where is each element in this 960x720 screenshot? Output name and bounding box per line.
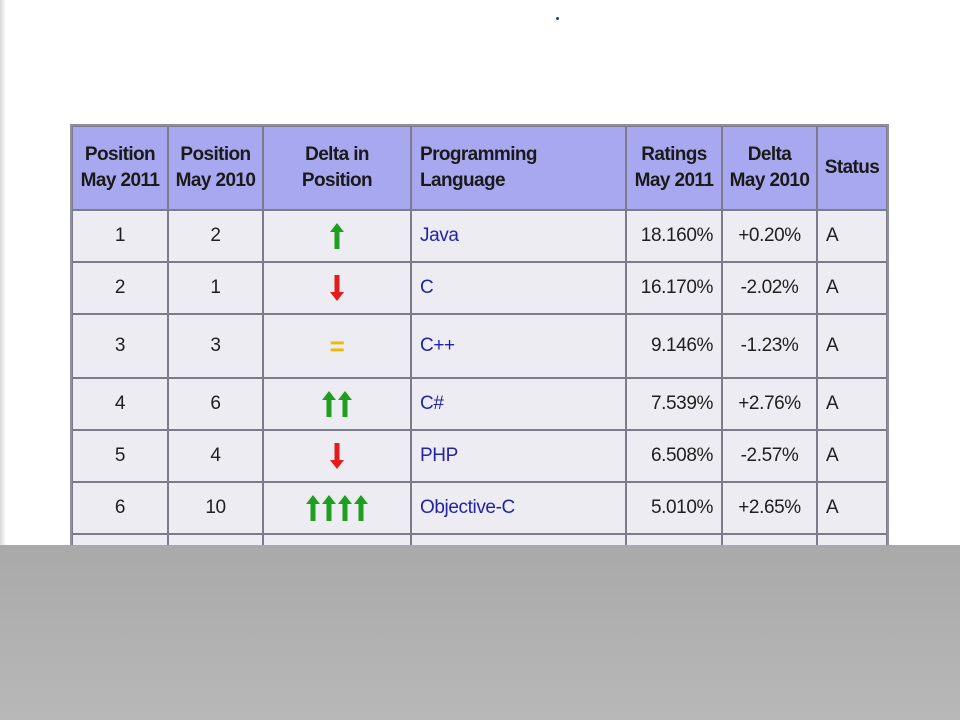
cell-position-2011: 2: [72, 262, 168, 314]
gray-overlay: [0, 545, 960, 720]
cell-language: PHP: [411, 430, 626, 482]
cell-rating: 16.170%: [626, 262, 722, 314]
table-row: 5 4 PHP 6.508% -2.57% A: [72, 430, 887, 482]
cell-delta-position: [263, 262, 411, 314]
header-ratings: Ratings May 2011: [626, 126, 722, 210]
arrow-up-icon: [330, 223, 344, 249]
table-row: 2 1 C 16.170% -2.02% A: [72, 262, 887, 314]
cell-rating: 18.160%: [626, 210, 722, 262]
header-position-2011: Position May 2011: [72, 126, 168, 210]
arrow-up-icon: [338, 495, 352, 521]
cell-delta: +2.76%: [722, 378, 817, 430]
arrow-up-icon: [338, 391, 352, 417]
cell-status: A: [817, 210, 887, 262]
header-delta-position: Delta in Position: [263, 126, 411, 210]
cell-position-2010: 6: [168, 378, 263, 430]
cell-rating: 9.146%: [626, 314, 722, 378]
cell-delta-position: [263, 210, 411, 262]
cell-status: A: [817, 430, 887, 482]
cell-position-2011: 4: [72, 378, 168, 430]
cell-delta: +2.65%: [722, 482, 817, 534]
cell-status: A: [817, 378, 887, 430]
cell-delta: -2.57%: [722, 430, 817, 482]
cell-position-2010: 3: [168, 314, 263, 378]
cell-delta: +0.20%: [722, 210, 817, 262]
ranking-table: Position May 2011 Position May 2010 Delta …: [70, 124, 889, 576]
cell-rating: 6.508%: [626, 430, 722, 482]
cell-position-2011: 6: [72, 482, 168, 534]
cell-position-2010: 2: [168, 210, 263, 262]
cell-language: Java: [411, 210, 626, 262]
cell-language: C: [411, 262, 626, 314]
arrow-up-icon: [322, 495, 336, 521]
cell-delta-position: [263, 482, 411, 534]
header-row: Position May 2011 Position May 2010 Delta …: [72, 126, 887, 210]
cell-position-2011: 3: [72, 314, 168, 378]
cell-status: A: [817, 482, 887, 534]
arrow-up-icon: [306, 495, 320, 521]
cell-status: A: [817, 314, 887, 378]
cell-language: Objective-C: [411, 482, 626, 534]
cell-position-2010: 4: [168, 430, 263, 482]
cell-delta-position: =: [263, 314, 411, 378]
cell-delta: -2.02%: [722, 262, 817, 314]
cell-position-2011: 5: [72, 430, 168, 482]
left-edge-shadow: [0, 0, 6, 545]
cell-language: C#: [411, 378, 626, 430]
table-row: 1 2 Java 18.160% +0.20% A: [72, 210, 887, 262]
cell-position-2010: 1: [168, 262, 263, 314]
arrow-down-icon: [330, 275, 344, 301]
ranking-table-wrap: Position May 2011 Position May 2010 Delta …: [70, 124, 889, 576]
cell-rating: 7.539%: [626, 378, 722, 430]
cell-delta-position: [263, 430, 411, 482]
header-status: Status: [817, 126, 887, 210]
arrow-up-icon: [322, 391, 336, 417]
cell-delta: -1.23%: [722, 314, 817, 378]
arrow-down-icon: [330, 443, 344, 469]
cell-position-2011: 1: [72, 210, 168, 262]
top-dot: [556, 17, 559, 20]
header-delta: Delta May 2010: [722, 126, 817, 210]
table-row: 4 6 C# 7.539% +2.76% A: [72, 378, 887, 430]
equals-icon: =: [329, 331, 345, 361]
cell-status: A: [817, 262, 887, 314]
cell-language: C++: [411, 314, 626, 378]
arrow-up-icon: [354, 495, 368, 521]
table-row: 6 10 Objective-C 5.010% +2.65% A: [72, 482, 887, 534]
header-position-2010: Position May 2010: [168, 126, 263, 210]
table-row: 3 3 = C++ 9.146% -1.23% A: [72, 314, 887, 378]
cell-rating: 5.010%: [626, 482, 722, 534]
cell-position-2010: 10: [168, 482, 263, 534]
cell-delta-position: [263, 378, 411, 430]
header-language: Programming Language: [411, 126, 626, 210]
